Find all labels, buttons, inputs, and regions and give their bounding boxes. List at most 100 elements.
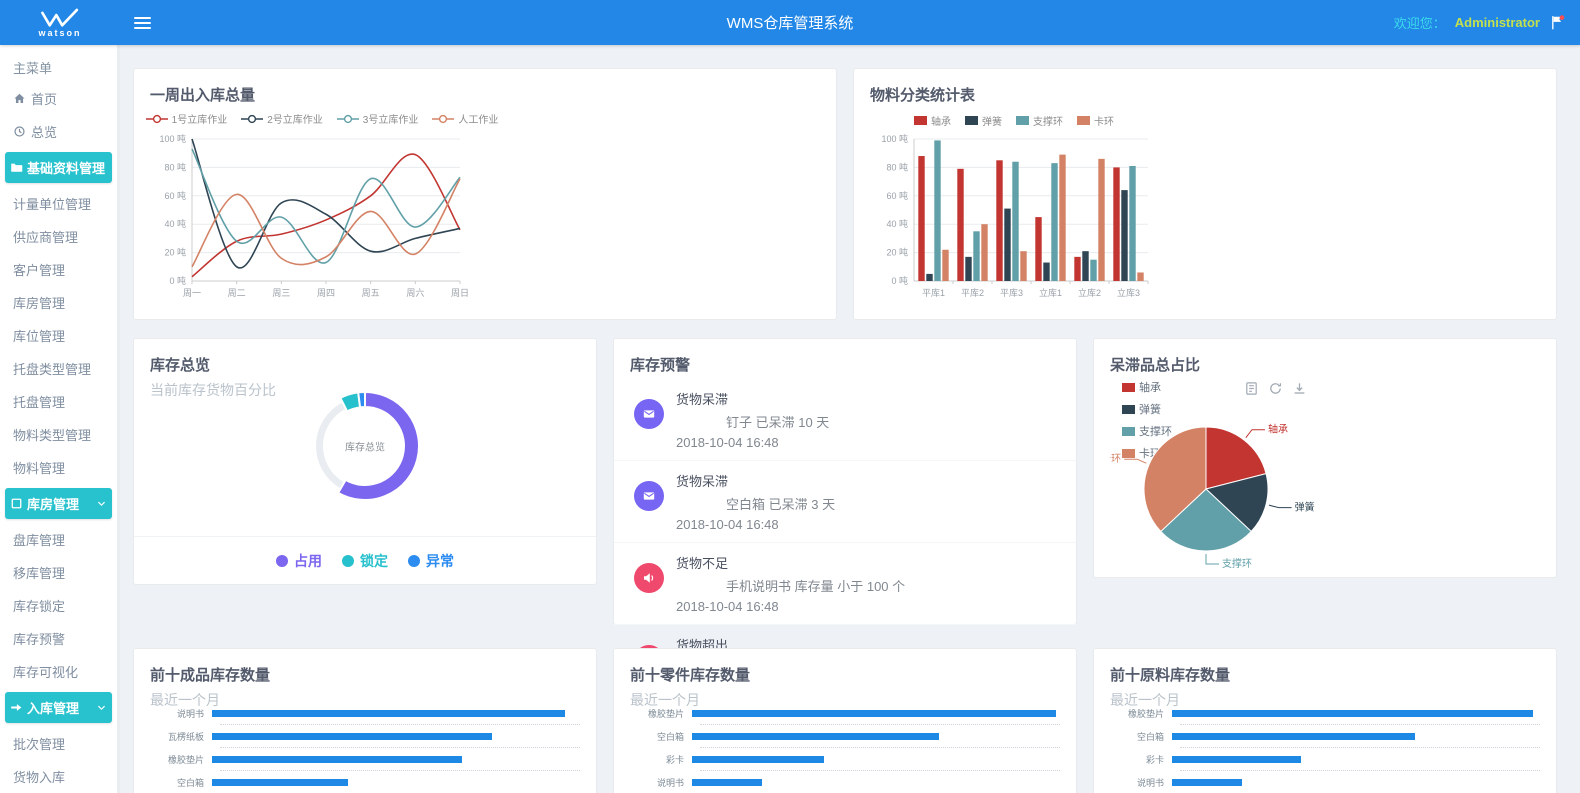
sidebar-menu-item[interactable]: 首页 bbox=[0, 82, 117, 115]
legend-item[interactable]: 卡环 bbox=[1077, 113, 1114, 128]
donut-center-label: 库存总览 bbox=[345, 442, 385, 454]
svg-text:周三: 周三 bbox=[272, 288, 290, 298]
legend-label: 轴承 bbox=[931, 117, 951, 128]
menu-label: 托盘管理 bbox=[13, 395, 66, 410]
hbar-separator bbox=[1180, 747, 1540, 748]
legend-marker bbox=[1077, 116, 1090, 125]
menu-label: 库存可视化 bbox=[13, 665, 79, 680]
sidebar-menu-item[interactable]: 库存锁定 bbox=[0, 589, 117, 622]
sidebar-menu-item[interactable]: 客户管理 bbox=[0, 253, 117, 286]
username[interactable]: Administrator bbox=[1454, 15, 1540, 30]
restore-icon[interactable] bbox=[1268, 381, 1283, 396]
svg-text:周二: 周二 bbox=[228, 288, 246, 298]
menu-label: 供应商管理 bbox=[13, 230, 79, 245]
menu-label: 移库管理 bbox=[13, 566, 66, 581]
warning-item[interactable]: 货物呆滞 空白箱 已呆滞 3 天 2018-10-04 16:48 bbox=[614, 461, 1076, 543]
legend-label: 支撑环 bbox=[1033, 117, 1063, 128]
hbar-row: 说明书 bbox=[150, 709, 580, 719]
hbar-bar bbox=[692, 709, 1057, 717]
sidebar-menu-item[interactable]: 盘库管理 bbox=[0, 523, 117, 556]
legend-item[interactable]: 异常 bbox=[408, 551, 454, 571]
card-subtitle: 最近一个月 bbox=[630, 692, 700, 708]
menu-label: 基础资料管理 bbox=[27, 161, 106, 176]
sidebar-group-item[interactable]: 入库管理 bbox=[5, 692, 112, 723]
legend-item[interactable]: 轴承 bbox=[1122, 379, 1172, 395]
legend-item[interactable]: 支撑环 bbox=[1122, 423, 1172, 439]
svg-text:平库1: 平库1 bbox=[922, 287, 945, 298]
legend-item[interactable]: 1号立库作业 bbox=[145, 111, 227, 126]
data-view-icon[interactable] bbox=[1244, 381, 1259, 396]
hbar-track bbox=[212, 778, 580, 786]
sidebar-menu-item[interactable]: 物料管理 bbox=[0, 451, 117, 484]
legend-item[interactable]: 2号立库作业 bbox=[241, 111, 323, 126]
pie-label: 轴承 bbox=[1268, 423, 1288, 436]
sidebar-menu-item[interactable]: 库存预警 bbox=[0, 622, 117, 655]
sidebar-group-item[interactable]: 库房管理 bbox=[5, 488, 112, 519]
hbar-separator bbox=[220, 747, 580, 748]
legend-item[interactable]: 弹簧 bbox=[965, 113, 1002, 128]
home-icon bbox=[13, 92, 26, 105]
sidebar-menu-item[interactable]: 总览 bbox=[0, 115, 117, 148]
donut-slice bbox=[336, 390, 420, 501]
legend-item[interactable]: 轴承 bbox=[914, 113, 951, 128]
legend-marker bbox=[1122, 426, 1135, 436]
legend-item[interactable]: 人工作业 bbox=[432, 111, 498, 126]
folder-icon bbox=[10, 161, 23, 174]
top-finished-bar-chart: 说明书 瓦楞纸板 橡胶垫片 空白箱 bbox=[150, 709, 580, 793]
warning-item[interactable]: 货物不足 手机说明书 库存量 小于 100 个 2018-10-04 16:48 bbox=[614, 543, 1076, 625]
sidebar-menu-item[interactable]: 库房管理 bbox=[0, 286, 117, 319]
hbar-bar bbox=[1172, 732, 1415, 740]
svg-text:周一: 周一 bbox=[183, 288, 201, 298]
donut-slice bbox=[314, 400, 348, 491]
legend-item[interactable]: 占用 bbox=[276, 551, 322, 571]
page-title: WMS仓库管理系统 bbox=[726, 15, 854, 32]
sidebar-menu-item[interactable]: 库位管理 bbox=[0, 319, 117, 352]
legend-item[interactable]: 锁定 bbox=[342, 551, 388, 571]
chevron-down-icon bbox=[96, 702, 107, 713]
legend-item[interactable]: 弹簧 bbox=[1122, 401, 1172, 417]
sidebar-menu-item[interactable]: 货物入库 bbox=[0, 760, 117, 793]
hbar-track bbox=[1172, 778, 1540, 786]
pie-slice bbox=[1143, 426, 1207, 533]
card-inventory-warning: 库存预警 货物呆滞 钉子 已呆滞 10 天 2018-10-04 16:48 货物呆滞… bbox=[613, 338, 1077, 696]
sidebar-menu-item[interactable]: 批次管理 bbox=[0, 727, 117, 760]
sidebar-menu-item[interactable]: 物料类型管理 bbox=[0, 418, 117, 451]
hbar-track bbox=[212, 709, 580, 717]
menu-label: 库存锁定 bbox=[13, 599, 66, 614]
sidebar-menu-item[interactable]: 移库管理 bbox=[0, 556, 117, 589]
sidebar-menu-item[interactable]: 计量单位管理 bbox=[0, 187, 117, 220]
hbar-row: 空白箱 bbox=[150, 778, 580, 788]
material-chart-legend: 轴承 弹簧 支撑环 卡环 bbox=[864, 113, 1164, 128]
hbar-track bbox=[692, 709, 1060, 717]
hbar-track bbox=[212, 755, 580, 763]
warning-item[interactable]: 货物呆滞 钉子 已呆滞 10 天 2018-10-04 16:48 bbox=[614, 379, 1076, 461]
svg-text:立库1: 立库1 bbox=[1039, 287, 1062, 298]
card-top-finished: 前十成品库存数量 最近一个月 说明书 瓦楞纸板 橡胶垫片 空白箱 bbox=[133, 648, 597, 793]
hbar-label: 橡胶垫片 bbox=[647, 708, 684, 719]
warning-title: 货物不足 bbox=[676, 556, 729, 571]
menu-toggle-icon[interactable] bbox=[134, 14, 151, 32]
save-image-icon[interactable] bbox=[1292, 381, 1307, 396]
hbar-separator bbox=[1180, 724, 1540, 725]
hbar-row: 彩卡 bbox=[630, 755, 1060, 765]
card-top-parts: 前十零件库存数量 最近一个月 橡胶垫片 空白箱 彩卡 说明书 bbox=[613, 648, 1077, 793]
sidebar-menu-item[interactable]: 供应商管理 bbox=[0, 220, 117, 253]
sidebar-menu-item[interactable]: 库存可视化 bbox=[0, 655, 117, 688]
menu-label: 库房管理 bbox=[13, 296, 66, 311]
legend-item[interactable]: 3号立库作业 bbox=[336, 111, 418, 126]
svg-text:周四: 周四 bbox=[317, 288, 335, 298]
warning-time: 2018-10-04 16:48 bbox=[676, 435, 779, 450]
notification-flag-icon[interactable] bbox=[1549, 14, 1566, 31]
hbar-bar bbox=[692, 755, 825, 763]
svg-text:80 吨: 80 吨 bbox=[164, 161, 186, 172]
legend-label: 人工作业 bbox=[458, 115, 499, 126]
watson-logo-icon bbox=[41, 8, 79, 27]
legend-label: 占用 bbox=[294, 552, 322, 569]
pie-label: 弹簧 bbox=[1295, 501, 1315, 514]
legend-item[interactable]: 支撑环 bbox=[1016, 113, 1063, 128]
sidebar-menu-item[interactable]: 托盘类型管理 bbox=[0, 352, 117, 385]
sidebar-group-item[interactable]: 基础资料管理 bbox=[5, 152, 112, 183]
hbar-track bbox=[692, 755, 1060, 763]
menu-label: 货物入库 bbox=[13, 770, 66, 785]
sidebar-menu-item[interactable]: 托盘管理 bbox=[0, 385, 117, 418]
